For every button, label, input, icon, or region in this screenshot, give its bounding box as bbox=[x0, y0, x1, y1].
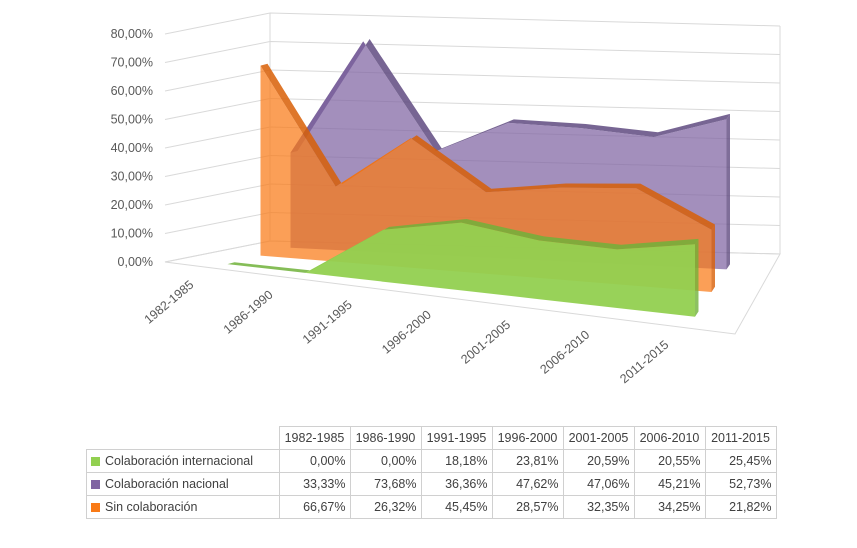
area-top-surface bbox=[227, 219, 699, 273]
area-end-cap bbox=[695, 238, 699, 317]
table-header-cell: 2006-2010 bbox=[633, 426, 706, 450]
x-tick-label: 2011-2015 bbox=[617, 338, 671, 387]
y-tick-label: 80,00% bbox=[111, 27, 153, 41]
table-cell: 25,45% bbox=[704, 449, 777, 473]
floor-outline bbox=[164, 240, 781, 335]
data-table: 1982-1985 1986-1990 1991-1995 1996-2000 … bbox=[86, 426, 777, 519]
table-cell: 34,25% bbox=[633, 495, 706, 519]
y-tick-label: 70,00% bbox=[111, 56, 153, 70]
legend-swatch bbox=[91, 457, 100, 467]
table-cell: 20,59% bbox=[562, 449, 635, 473]
table-cell: 18,18% bbox=[420, 449, 493, 473]
table-cell: 47,06% bbox=[562, 472, 635, 496]
y-tick-label: 50,00% bbox=[111, 113, 153, 127]
chart-area: 0,00% 10,00% 20,00% 30,00% 40,00% 50,00% 60,00… bbox=[111, 12, 781, 387]
table-cell: 45,45% bbox=[420, 495, 493, 519]
table-cell: 0,00% bbox=[349, 449, 422, 473]
series-name-cell: Colaboración internacional bbox=[86, 449, 280, 473]
gridline bbox=[164, 12, 781, 35]
table-cell: 33,33% bbox=[278, 472, 351, 496]
table-cell: 20,55% bbox=[633, 449, 706, 473]
x-tick-label: 2006-2010 bbox=[537, 328, 592, 377]
table-row-colaboracion-internacional: Colaboración internacional 0,00% 0,00% 1… bbox=[86, 449, 777, 473]
table-header-cell: 1982-1985 bbox=[278, 426, 351, 450]
table-cell: 0,00% bbox=[278, 449, 351, 473]
table-header-cell: 1991-1995 bbox=[420, 426, 493, 450]
table-cell: 73,68% bbox=[349, 472, 422, 496]
table-cell: 26,32% bbox=[349, 495, 422, 519]
y-tick-label: 20,00% bbox=[111, 198, 153, 212]
area-end-cap bbox=[726, 113, 730, 270]
x-tick-label: 1982-1985 bbox=[142, 278, 197, 327]
area-end-cap bbox=[711, 224, 715, 292]
series-name: Colaboración internacional bbox=[105, 454, 254, 468]
legend-swatch bbox=[91, 480, 100, 490]
chart-3d-area: 0,00% 10,00% 20,00% 30,00% 40,00% 50,00% 60,00… bbox=[111, 12, 781, 387]
y-tick-label: 60,00% bbox=[111, 84, 153, 98]
series-name: Colaboración nacional bbox=[105, 477, 229, 491]
x-tick-label: 1986-1990 bbox=[221, 288, 276, 337]
y-tick-label: 40,00% bbox=[111, 141, 153, 155]
table-cell: 23,81% bbox=[491, 449, 564, 473]
series-name: Sin colaboración bbox=[105, 500, 198, 514]
series-name-cell: Colaboración nacional bbox=[86, 472, 280, 496]
table-header-cell: 2011-2015 bbox=[704, 426, 777, 450]
gridline bbox=[164, 40, 781, 63]
table-cell: 52,73% bbox=[704, 472, 777, 496]
y-tick-label: 10,00% bbox=[111, 227, 153, 241]
table-header-cell: 1996-2000 bbox=[491, 426, 564, 450]
table-cell: 47,62% bbox=[491, 472, 564, 496]
table-cell: 21,82% bbox=[704, 495, 777, 519]
y-tick-label: 0,00% bbox=[118, 255, 153, 269]
table-row-colaboracion-nacional: Colaboración nacional 33,33% 73,68% 36,3… bbox=[86, 472, 777, 496]
x-tick-label: 1996-2000 bbox=[379, 308, 434, 357]
table-cell: 45,21% bbox=[633, 472, 706, 496]
table-header-cell: 2001-2005 bbox=[562, 426, 635, 450]
table-header-cell: 1986-1990 bbox=[349, 426, 422, 450]
table-header-row: 1982-1985 1986-1990 1991-1995 1996-2000 … bbox=[86, 426, 777, 450]
gridline bbox=[164, 97, 781, 120]
y-tick-label: 30,00% bbox=[111, 170, 153, 184]
table-row-sin-colaboracion: Sin colaboración 66,67% 26,32% 45,45% 28… bbox=[86, 495, 777, 519]
x-tick-label: 1991-1995 bbox=[300, 298, 355, 347]
table-corner-cell bbox=[86, 426, 280, 450]
area-series-0 bbox=[227, 222, 695, 317]
table-cell: 32,35% bbox=[562, 495, 635, 519]
series-name-cell: Sin colaboración bbox=[86, 495, 280, 519]
table-cell: 28,57% bbox=[491, 495, 564, 519]
gridline bbox=[164, 69, 781, 92]
legend-swatch bbox=[91, 503, 100, 513]
table-cell: 66,67% bbox=[278, 495, 351, 519]
table-cell: 36,36% bbox=[420, 472, 493, 496]
x-tick-label: 2001-2005 bbox=[458, 318, 513, 367]
